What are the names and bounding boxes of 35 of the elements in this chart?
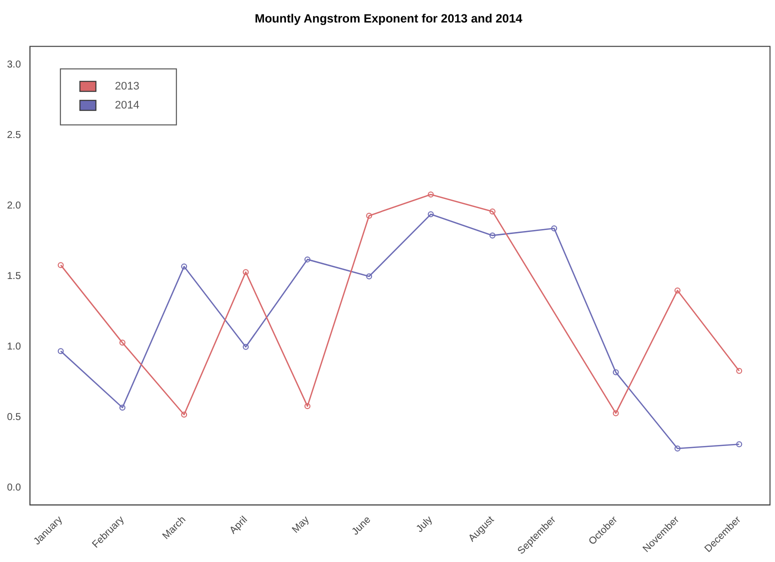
- point: [366, 212, 372, 219]
- legend-label: 2013: [114, 80, 140, 92]
- point: [736, 441, 742, 448]
- point: [181, 263, 188, 270]
- point: [551, 225, 558, 232]
- x-tick-label: July: [414, 514, 435, 535]
- point: [612, 369, 619, 376]
- y-tick-label: 3.0: [6, 59, 22, 70]
- y-tick-label: 1.5: [6, 271, 22, 282]
- point: [674, 287, 680, 294]
- point: [489, 208, 496, 214]
- point: [366, 273, 372, 280]
- y-tick-label: 2.5: [6, 130, 22, 142]
- point: [674, 445, 680, 452]
- x-tick-label: May: [290, 514, 312, 536]
- point: [304, 256, 310, 262]
- point: [428, 211, 434, 218]
- point: [181, 412, 188, 418]
- point: [736, 368, 742, 374]
- point: [58, 262, 64, 268]
- y-tick-label: 1.0: [6, 342, 22, 353]
- y-tick-label: 0.0: [6, 482, 22, 494]
- point: [242, 344, 249, 350]
- point: [489, 232, 496, 238]
- point: [242, 269, 249, 276]
- point: [119, 404, 126, 411]
- point: [304, 403, 310, 410]
- point: [58, 348, 64, 354]
- chart-title: Mountly Angstrom Exponent for 2013 and 2014: [254, 12, 523, 26]
- point: [119, 340, 126, 346]
- legend-label: 2014: [114, 99, 140, 112]
- y-tick-label: 2.0: [6, 200, 22, 212]
- y-tick-label: 0.5: [6, 412, 22, 424]
- point: [428, 192, 434, 198]
- point: [612, 410, 619, 416]
